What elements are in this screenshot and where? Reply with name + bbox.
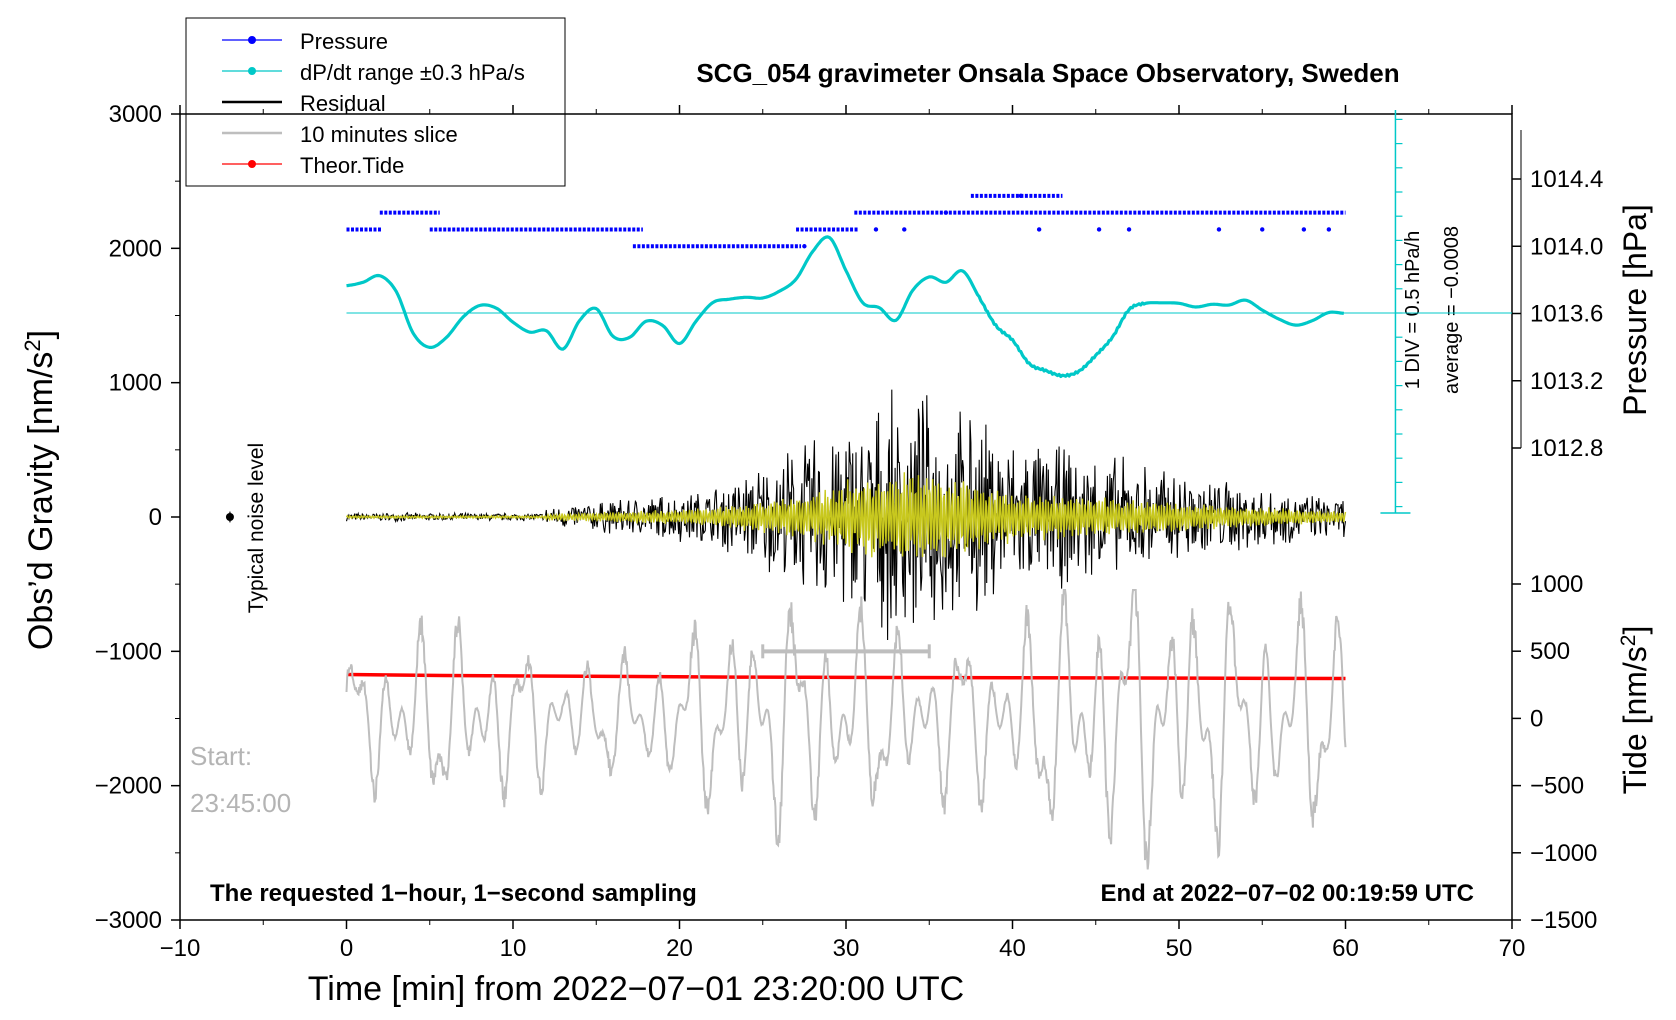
dpdt-line	[346, 235, 1344, 379]
tide-axis-label: Tide [nm/s2]	[1617, 626, 1654, 795]
tide-line	[346, 672, 1346, 681]
pressure-point	[802, 244, 807, 249]
pressure-point	[1036, 227, 1042, 232]
pressure-point	[1326, 227, 1332, 232]
legend-marker	[248, 36, 256, 44]
pressure-axis-label: Pressure [hPa]	[1617, 204, 1653, 416]
pressure-tick-label: 1014.4	[1530, 166, 1603, 193]
residual-line	[345, 389, 1347, 641]
legend-label-dpdt: dP/dt range ±0.3 hPa/s	[300, 60, 525, 85]
pressure-point	[1018, 193, 1024, 199]
pressure-tick-label: 1014.0	[1530, 233, 1603, 260]
legend-label-pressure: Pressure	[300, 29, 388, 54]
chart-title: SCG_054 gravimeter Onsala Space Observat…	[696, 58, 1399, 88]
left-axis-label-end: ]	[22, 330, 60, 339]
scale-div-label: 1 DIV = 0.5 hPa/h	[1402, 231, 1424, 389]
noise-marker	[225, 513, 234, 521]
pressure-point	[1301, 227, 1307, 232]
x-tick-label: 50	[1166, 935, 1193, 962]
tide-tick-label: −1000	[1530, 840, 1597, 867]
tide-tick-label: 0	[1530, 705, 1543, 732]
noise-level-label: Typical noise level	[245, 443, 268, 613]
legend-marker	[248, 67, 256, 75]
y-left-tick-label: 2000	[109, 235, 162, 262]
y-left-tick-label: −1000	[95, 638, 162, 665]
legend-marker	[248, 160, 256, 168]
tide-tick-label: 500	[1530, 638, 1570, 665]
pressure-tick-label: 1013.6	[1530, 301, 1603, 328]
y-left-tick-label: 0	[149, 504, 162, 531]
pressure-point	[1216, 227, 1222, 232]
x-tick-label: 30	[833, 935, 860, 962]
pressure-point	[873, 227, 879, 232]
tide-axis-label-main: Tide [nm/s	[1617, 646, 1653, 794]
x-tick-label: 20	[666, 935, 693, 962]
y-left-tick-label: −3000	[95, 907, 162, 934]
pressure-point	[1260, 227, 1265, 232]
pressure-tick-label: 1013.2	[1530, 368, 1603, 395]
pressure-tick-label: 1012.8	[1530, 435, 1603, 462]
y-left-tick-label: 1000	[109, 370, 162, 397]
left-axis-label: Obs’d Gravity [nm/s2]	[20, 330, 61, 650]
x-axis-label: Time [min] from 2022−07−01 23:20:00 UTC	[308, 970, 964, 1008]
slice-line	[345, 589, 1347, 870]
pressure-point	[1126, 227, 1132, 232]
y-left-tick-label: −2000	[95, 773, 162, 800]
start-time-label: 23:45:00	[190, 788, 291, 818]
legend-label-tide: Theor.Tide	[300, 153, 404, 178]
bottom-right-note: End at 2022−07−02 00:19:59 UTC	[1100, 880, 1474, 907]
x-tick-label: 60	[1332, 935, 1359, 962]
left-axis-label-sup: 2	[20, 339, 45, 351]
scale-average-label: average = −0.0008	[1441, 226, 1463, 394]
tide-axis-label-sup: 2	[1617, 635, 1640, 647]
tide-tick-label: −1500	[1530, 907, 1597, 934]
plot-area: −10 0 10 20 30 40 50 60 70 3000 2000 1000 0 −1000 −200…	[95, 101, 1604, 962]
x-tick-label: 40	[999, 935, 1026, 962]
x-tick-label: 0	[340, 935, 353, 962]
tide-tick-label: 1000	[1530, 571, 1583, 598]
pressure-point	[943, 210, 949, 215]
x-tick-label: −10	[160, 935, 201, 962]
x-tick-label: 10	[500, 935, 527, 962]
y-left-tick-label: 3000	[109, 101, 162, 128]
start-label: Start:	[190, 741, 252, 771]
legend: Pressure dP/dt range ±0.3 hPa/s Residual…	[185, 17, 566, 187]
bottom-left-note: The requested 1−hour, 1−second sampling	[210, 880, 697, 907]
legend-label-slice: 10 minutes slice	[300, 122, 458, 147]
tide-axis-label-end: ]	[1617, 626, 1653, 635]
left-axis-label-main: Obs’d Gravity [nm/s	[22, 352, 60, 651]
legend-label-residual: Residual	[300, 91, 386, 116]
x-tick-label: 70	[1499, 935, 1526, 962]
pressure-point	[1096, 227, 1102, 232]
tide-tick-label: −500	[1530, 773, 1584, 800]
residual-filtered-line	[345, 472, 1347, 558]
pressure-point	[902, 227, 907, 232]
